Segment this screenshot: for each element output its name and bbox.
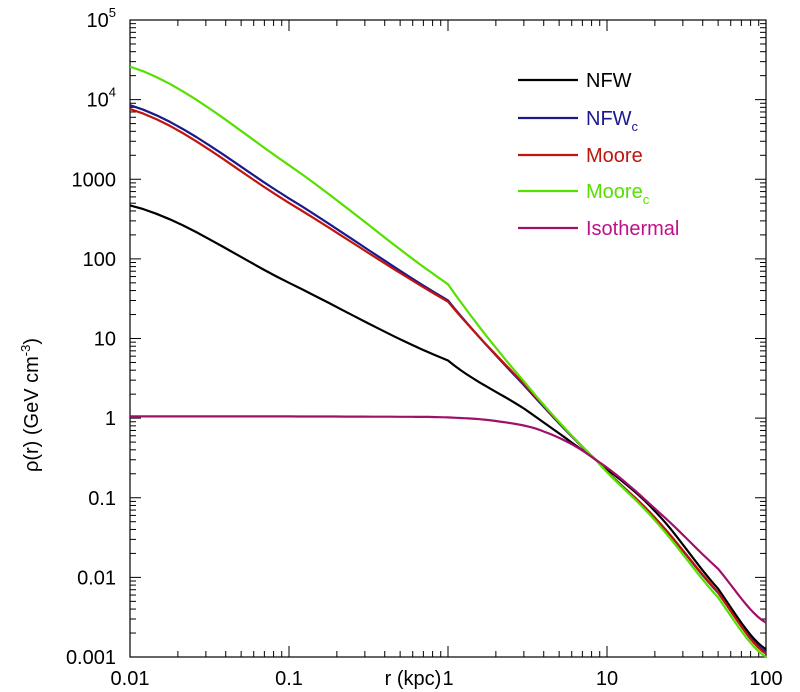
- x-tick-label: 0.01: [111, 668, 150, 690]
- x-tick-label: 10: [596, 668, 618, 690]
- y-tick-label: 1: [105, 408, 116, 430]
- axis-ticks: [129, 20, 766, 658]
- x-tick-label: 0.1: [275, 668, 303, 690]
- y-tick-label: 100: [83, 249, 116, 271]
- y-tick-label: 0.001: [66, 647, 116, 669]
- y-tick-label: 0.1: [88, 488, 116, 510]
- y-axis-title-main: ρ(r) (GeV cm: [21, 356, 43, 472]
- legend-label: NFWc: [586, 108, 639, 134]
- legend-label: Moorec: [586, 181, 650, 207]
- y-tick-label: 0.01: [77, 567, 116, 589]
- y-axis-title-close: ): [21, 338, 43, 345]
- series-line-moore: [129, 108, 767, 655]
- y-tick-label: 104: [87, 85, 116, 112]
- series-line-isothermal: [130, 415, 767, 624]
- legend: NFW NFWc Moore Moorec Isothermal: [518, 70, 679, 240]
- y-axis-title: ρ(r) (GeV cm-3): [18, 338, 43, 472]
- y-axis-title-exponent: -3: [18, 345, 33, 357]
- series-line-nfw: [129, 204, 767, 651]
- y-tick-label: 105: [87, 5, 116, 32]
- legend-label: Isothermal: [586, 218, 679, 240]
- x-tick-label: 1: [442, 668, 453, 690]
- x-tick-label: 100: [749, 668, 782, 690]
- x-axis-title: r (kpc): [385, 668, 442, 690]
- y-tick-label: 1000: [72, 169, 117, 191]
- y-tick-label: 10: [94, 329, 116, 351]
- series-line-nfw-c: [129, 104, 767, 654]
- legend-label: NFW: [586, 70, 632, 92]
- series-lines: [129, 65, 767, 658]
- plot-area-border: [129, 19, 767, 658]
- plot-frame: [129, 19, 767, 658]
- x-tick-labels: 0.01 0.1 1 10 100: [111, 668, 783, 690]
- y-tick-labels: 0.001 0.01 0.1 1 10 100 1000 104 105: [66, 5, 116, 669]
- legend-label: Moore: [586, 145, 643, 167]
- series-line-moore-c: [129, 65, 767, 658]
